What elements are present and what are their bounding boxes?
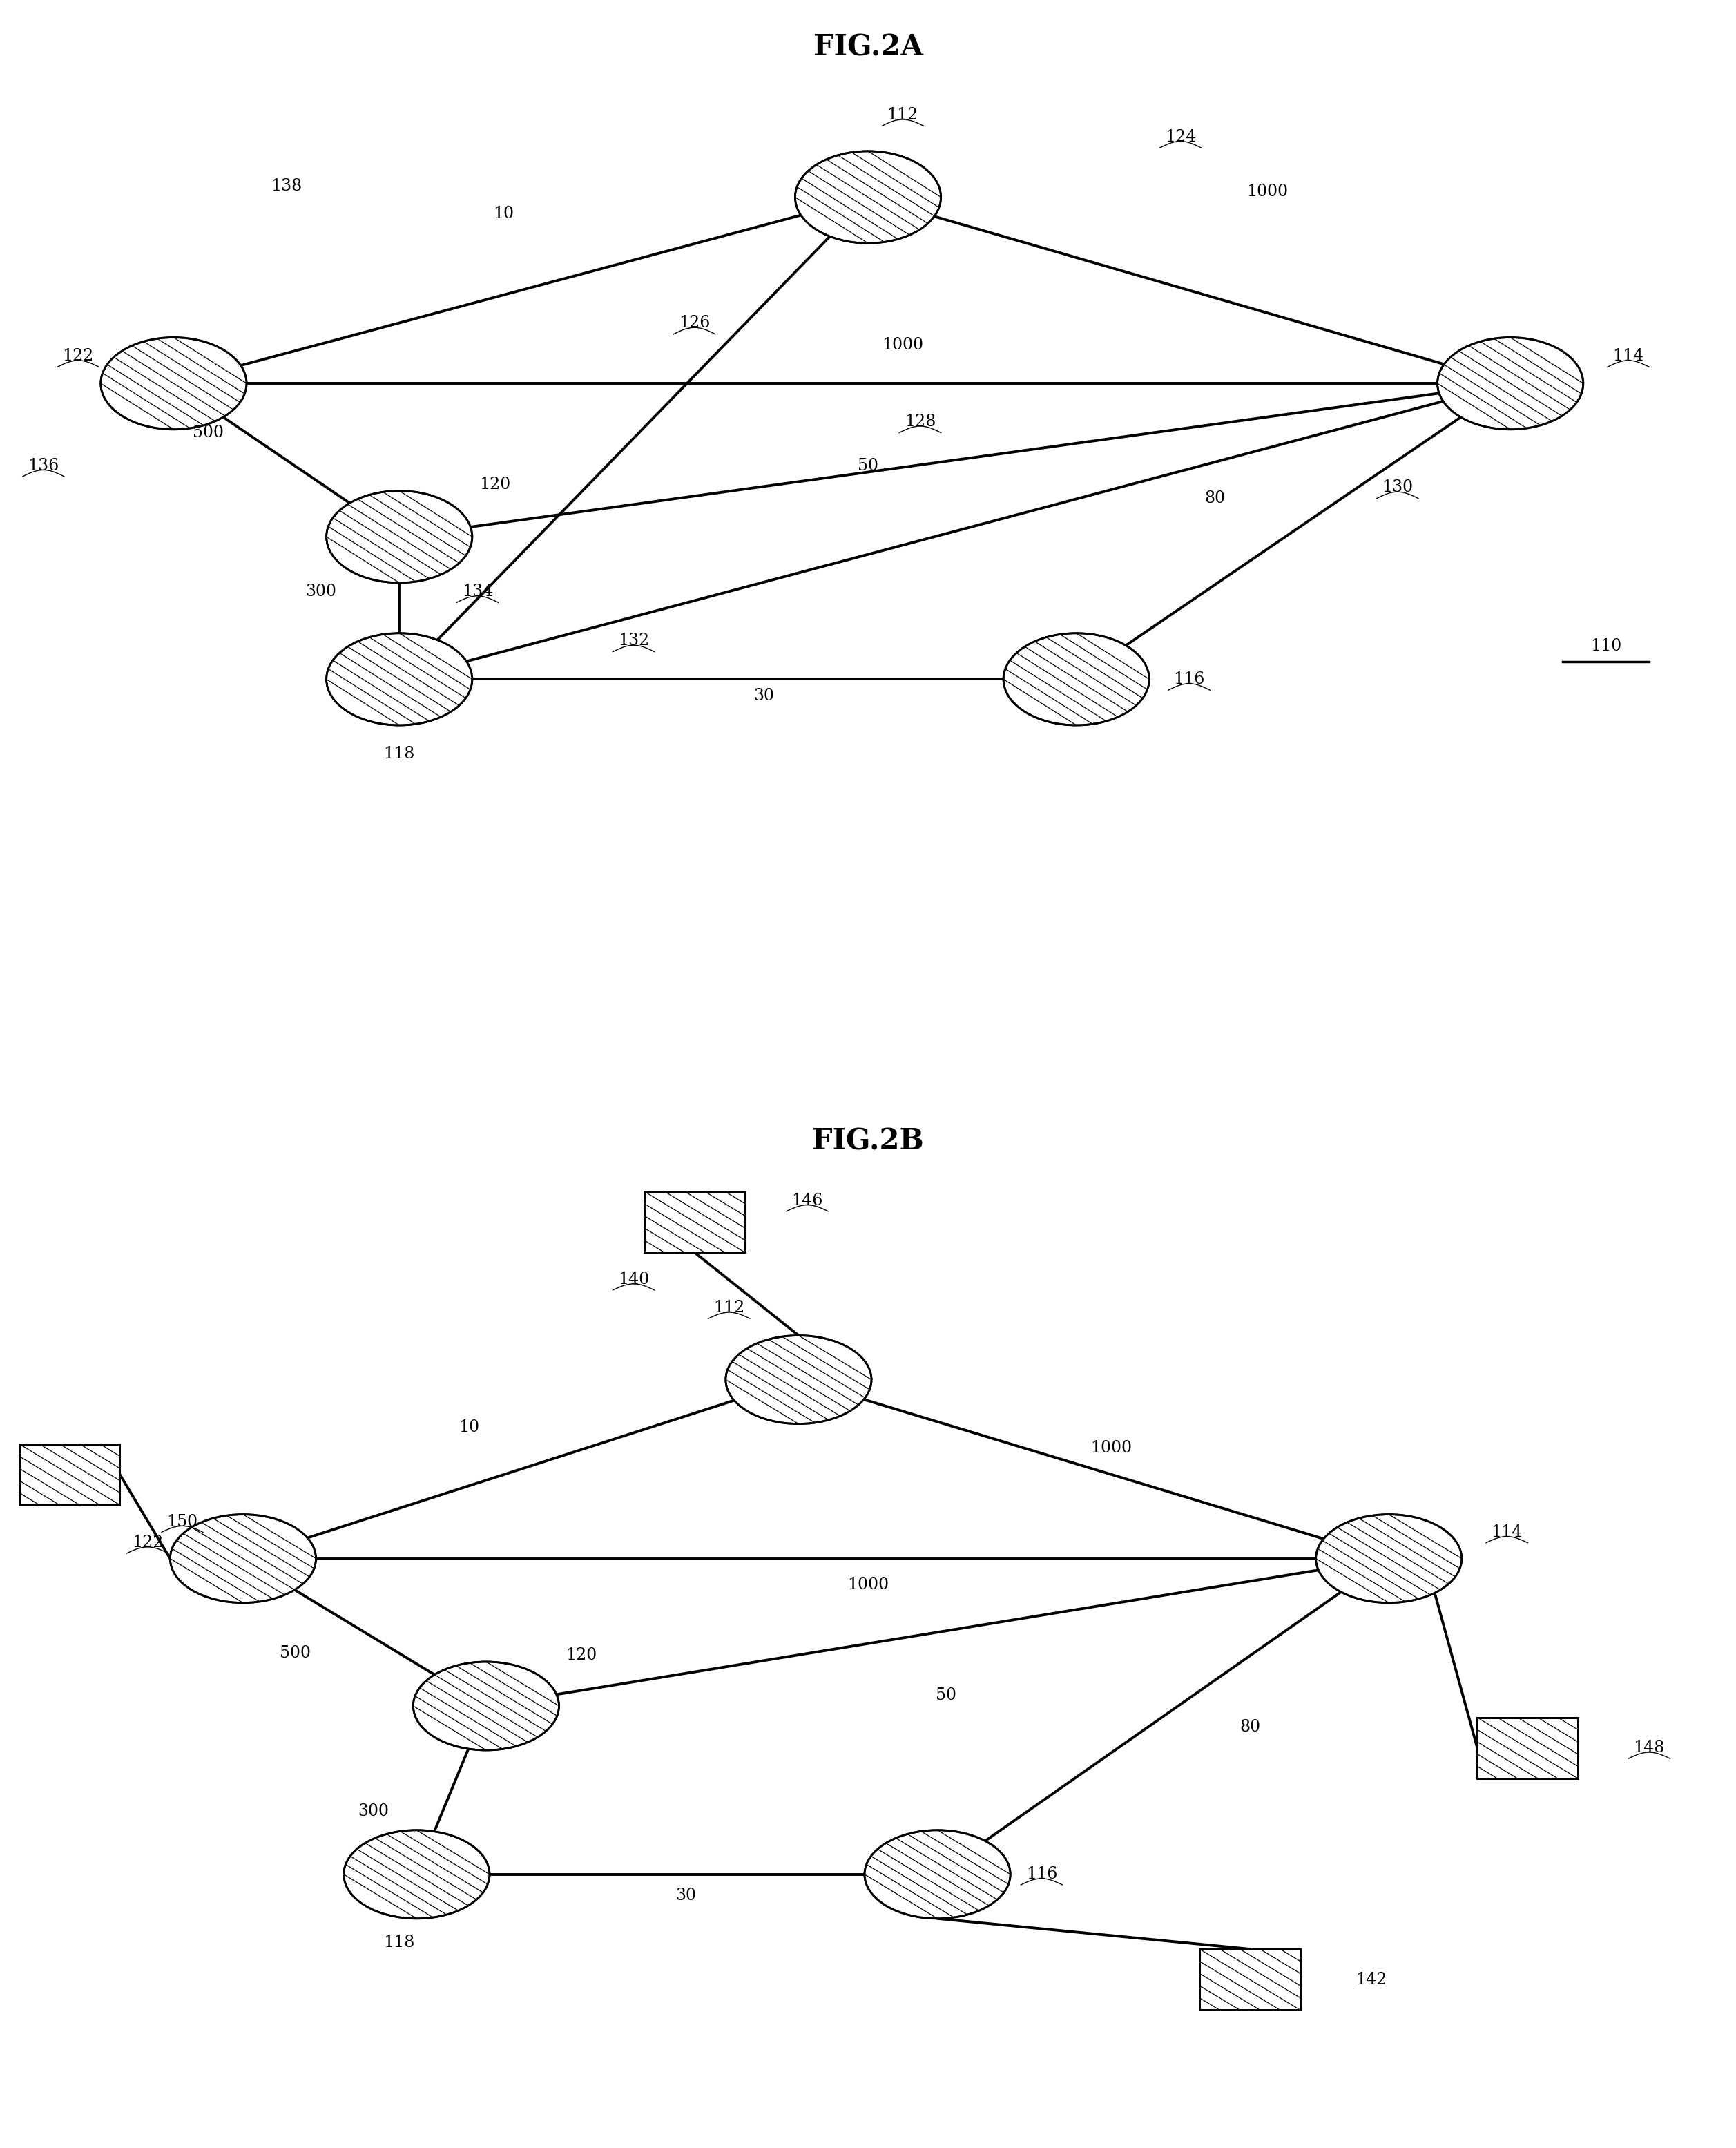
- Text: 134: 134: [462, 584, 493, 599]
- Text: 122: 122: [132, 1536, 163, 1551]
- Text: 130: 130: [1382, 479, 1413, 496]
- Text: 30: 30: [753, 687, 774, 705]
- Bar: [19, 1443, 120, 1506]
- Text: 10: 10: [493, 206, 514, 221]
- Text: 150: 150: [167, 1514, 198, 1529]
- Text: 124: 124: [1165, 129, 1196, 144]
- Text: 80: 80: [1240, 1718, 1260, 1736]
- Bar: [644, 1192, 745, 1252]
- Text: 1000: 1000: [1246, 185, 1288, 200]
- Text: 30: 30: [675, 1888, 696, 1903]
- Text: 300: 300: [358, 1804, 389, 1819]
- Text: 132: 132: [618, 634, 649, 649]
- Text: 148: 148: [1634, 1740, 1665, 1755]
- Text: 500: 500: [193, 425, 224, 440]
- Text: 146: 146: [792, 1192, 823, 1209]
- Text: 136: 136: [28, 458, 59, 473]
- Text: 300: 300: [306, 584, 337, 599]
- Bar: [1200, 1948, 1300, 2011]
- Text: 126: 126: [679, 316, 710, 331]
- Bar: [644, 1192, 745, 1252]
- Text: 500: 500: [279, 1645, 311, 1660]
- Circle shape: [170, 1514, 316, 1602]
- Text: 138: 138: [271, 178, 302, 193]
- Circle shape: [1437, 337, 1583, 430]
- Circle shape: [726, 1336, 871, 1424]
- Circle shape: [1316, 1514, 1462, 1602]
- Text: 116: 116: [1174, 672, 1205, 687]
- Text: FIG.2B: FIG.2B: [812, 1128, 924, 1156]
- Text: 114: 114: [1613, 348, 1644, 363]
- Text: 1000: 1000: [1090, 1439, 1132, 1456]
- Circle shape: [326, 634, 472, 726]
- Text: 120: 120: [566, 1648, 597, 1663]
- Text: 114: 114: [1491, 1525, 1522, 1540]
- Text: 122: 122: [62, 348, 94, 363]
- Bar: [1200, 1948, 1300, 2011]
- Circle shape: [795, 150, 941, 243]
- Circle shape: [344, 1830, 490, 1918]
- Text: 10: 10: [458, 1420, 479, 1435]
- Text: FIG.2A: FIG.2A: [812, 32, 924, 62]
- Text: 80: 80: [1205, 490, 1226, 507]
- Bar: [19, 1443, 120, 1506]
- Text: 112: 112: [887, 107, 918, 122]
- Circle shape: [326, 490, 472, 582]
- Text: 118: 118: [384, 745, 415, 763]
- Circle shape: [101, 337, 247, 430]
- Bar: [1477, 1718, 1578, 1779]
- Text: 112: 112: [713, 1300, 745, 1317]
- Circle shape: [413, 1663, 559, 1751]
- Text: 118: 118: [384, 1935, 415, 1950]
- Text: 1000: 1000: [847, 1577, 889, 1594]
- Bar: [1477, 1718, 1578, 1779]
- Text: 140: 140: [618, 1272, 649, 1287]
- Text: 116: 116: [1026, 1867, 1057, 1882]
- Text: 128: 128: [904, 415, 936, 430]
- Text: 50: 50: [936, 1688, 957, 1703]
- Circle shape: [865, 1830, 1010, 1918]
- Text: 142: 142: [1356, 1972, 1387, 1987]
- Text: 1000: 1000: [882, 337, 924, 352]
- Text: 50: 50: [858, 458, 878, 473]
- Text: 110: 110: [1590, 638, 1621, 655]
- Circle shape: [1003, 634, 1149, 726]
- Text: 120: 120: [479, 477, 510, 492]
